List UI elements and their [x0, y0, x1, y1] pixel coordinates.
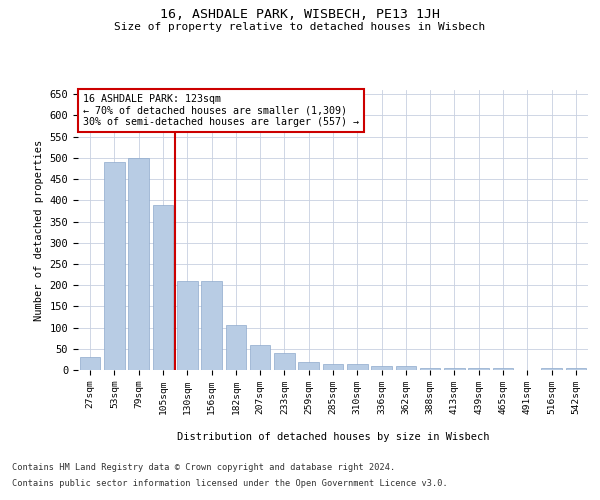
Text: 16, ASHDALE PARK, WISBECH, PE13 1JH: 16, ASHDALE PARK, WISBECH, PE13 1JH [160, 8, 440, 20]
Bar [177, 281, 197, 370]
Bar [371, 366, 392, 370]
Text: Size of property relative to detached houses in Wisbech: Size of property relative to detached ho… [115, 22, 485, 32]
Text: Contains HM Land Registry data © Crown copyright and database right 2024.: Contains HM Land Registry data © Crown c… [12, 464, 395, 472]
Bar [347, 364, 368, 370]
Bar [323, 364, 343, 370]
Bar [274, 353, 295, 370]
Bar [395, 366, 416, 370]
Bar [541, 368, 562, 370]
Bar [80, 358, 100, 370]
Bar [104, 162, 125, 370]
Bar [128, 158, 149, 370]
Bar [469, 368, 489, 370]
Bar [226, 326, 246, 370]
Bar [420, 368, 440, 370]
Bar [493, 368, 514, 370]
Y-axis label: Number of detached properties: Number of detached properties [34, 140, 44, 320]
Text: Distribution of detached houses by size in Wisbech: Distribution of detached houses by size … [177, 432, 489, 442]
Bar [250, 344, 271, 370]
Text: Contains public sector information licensed under the Open Government Licence v3: Contains public sector information licen… [12, 478, 448, 488]
Bar [298, 362, 319, 370]
Bar [444, 368, 465, 370]
Bar [152, 204, 173, 370]
Bar [566, 368, 586, 370]
Text: 16 ASHDALE PARK: 123sqm
← 70% of detached houses are smaller (1,309)
30% of semi: 16 ASHDALE PARK: 123sqm ← 70% of detache… [83, 94, 359, 128]
Bar [201, 281, 222, 370]
